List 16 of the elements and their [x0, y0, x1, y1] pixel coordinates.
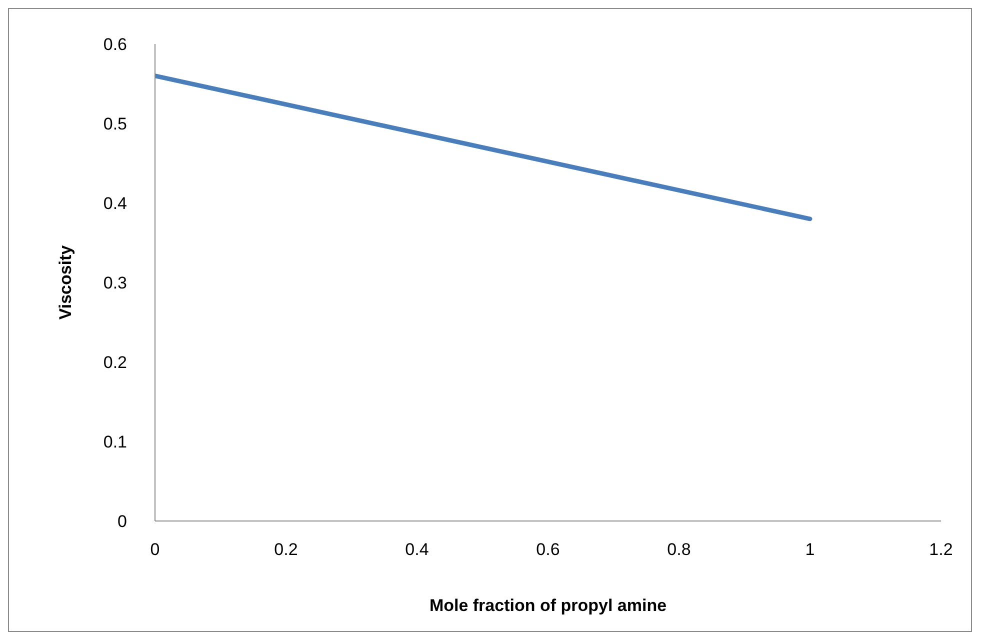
y-axis-title: Viscosity: [56, 244, 76, 320]
y-tick-label: 0.2: [103, 353, 127, 372]
x-tick-label: 1.2: [929, 540, 953, 560]
y-tick-label: 0.3: [103, 274, 127, 293]
y-tick-label: 0: [118, 512, 127, 532]
y-tick-label: 0.6: [103, 35, 127, 54]
x-tick-label: 1: [805, 540, 815, 560]
x-tick-label: 0.8: [667, 540, 691, 560]
x-tick-label: 0.2: [274, 540, 298, 560]
y-tick-label: 0.5: [103, 114, 127, 134]
x-tick-label: 0.6: [536, 540, 560, 560]
x-tick-label: 0.4: [405, 540, 429, 560]
y-tick-label: 0.1: [103, 432, 127, 452]
x-axis-title: Mole fraction of propyl amine: [429, 596, 667, 615]
y-tick-label: 0.4: [103, 194, 127, 214]
x-tick-label: 0: [150, 540, 160, 560]
